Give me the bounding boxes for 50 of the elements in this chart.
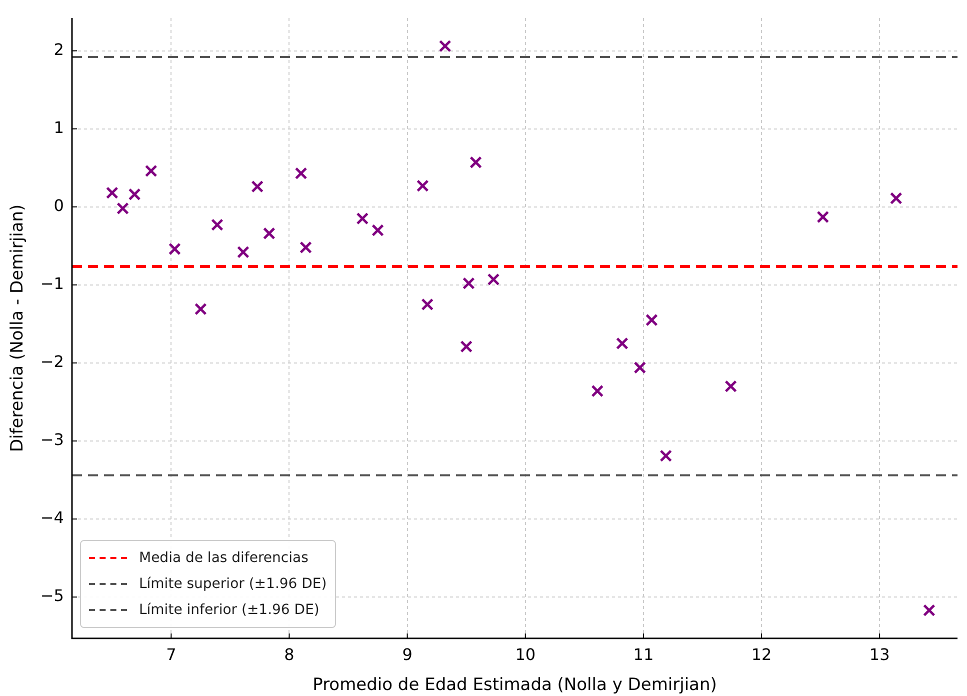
point: [922, 604, 936, 617]
point: [116, 202, 129, 215]
point: [168, 242, 181, 256]
point: [251, 180, 264, 193]
point: [106, 186, 118, 200]
point: [591, 384, 604, 398]
point: [144, 164, 158, 178]
point: [294, 167, 308, 180]
point: [416, 180, 429, 192]
point: [372, 224, 384, 236]
y-tick-label: 1: [54, 118, 64, 137]
x-tick-label: 8: [284, 645, 294, 664]
x-tick-label: 12: [751, 645, 772, 664]
y-tick-label: 2: [54, 40, 64, 59]
point: [236, 246, 250, 258]
point: [724, 380, 738, 393]
y-tick-label: −1: [40, 274, 64, 294]
x-axis-title: Promedio de Edad Estimada (Nolla y Demirjian): [312, 675, 717, 696]
point: [646, 314, 658, 326]
point: [300, 241, 312, 254]
point: [660, 450, 672, 462]
y-axis-title: Diferencia (Nolla - Demirjian): [8, 204, 28, 452]
y-tick-label: −5: [40, 586, 64, 606]
point: [128, 188, 141, 201]
x-tick-label: 10: [515, 645, 536, 664]
point: [211, 218, 224, 231]
legend-label: Límite superior (±1.96 DE): [138, 576, 327, 592]
point: [890, 192, 902, 204]
y-tick-label: 0: [54, 196, 64, 216]
point: [816, 210, 830, 224]
point: [438, 40, 452, 52]
x-tick-label: 9: [402, 645, 412, 664]
legend-label: Media de las diferencias: [138, 550, 308, 566]
point: [470, 156, 482, 169]
point: [462, 277, 475, 290]
y-tick-label: −2: [40, 352, 64, 372]
x-tick-label: 13: [869, 645, 890, 664]
x-tick-label: 7: [166, 645, 176, 664]
point: [487, 273, 500, 286]
point: [634, 361, 646, 374]
point: [262, 227, 276, 240]
point: [460, 340, 473, 353]
point: [356, 212, 369, 225]
legend-label: Límite inferior (±1.96 DE): [138, 602, 320, 618]
y-tick-label: −3: [40, 430, 64, 450]
y-tick-label: −4: [40, 508, 64, 528]
point: [421, 298, 434, 311]
point: [616, 337, 628, 350]
x-tick-label: 11: [633, 645, 654, 664]
point: [194, 302, 207, 316]
